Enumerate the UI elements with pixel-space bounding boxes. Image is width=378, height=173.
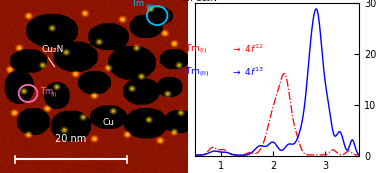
Text: 20 nm: 20 nm: [56, 134, 87, 144]
Text: Tm: Tm: [40, 87, 53, 96]
Text: Tm$_{\rm(II)}$: Tm$_{\rm(II)}$: [185, 65, 209, 79]
Text: Tm$_{\rm(I)}$: Tm$_{\rm(I)}$: [185, 42, 208, 56]
Text: (I): (I): [51, 92, 57, 97]
Text: $\rightarrow$ 4$f^{13}$: $\rightarrow$ 4$f^{13}$: [231, 66, 264, 78]
Text: Cu: Cu: [103, 118, 115, 127]
Text: Tm: Tm: [131, 0, 144, 8]
Text: (II): (II): [146, 4, 155, 8]
Text: $\rightarrow$ 4$f^{12}$: $\rightarrow$ 4$f^{12}$: [231, 43, 264, 55]
Text: Cu₂N: Cu₂N: [41, 45, 64, 54]
Text: on Cu₂N: on Cu₂N: [181, 0, 217, 3]
